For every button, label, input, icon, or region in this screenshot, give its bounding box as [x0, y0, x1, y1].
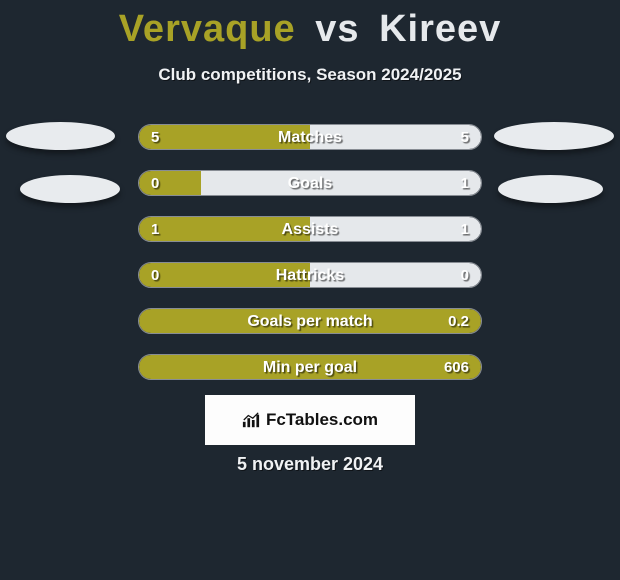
fctables-logo: FcTables.com	[205, 395, 415, 445]
player2-name: Kireev	[379, 8, 501, 50]
stat-fill-left	[139, 309, 481, 333]
stat-fill-right	[310, 217, 481, 241]
player-photo-placeholder	[6, 122, 115, 150]
stat-value-left: 1	[151, 217, 159, 241]
stat-fill-left	[139, 217, 310, 241]
stat-fill-left	[139, 263, 310, 287]
stat-fill-right	[310, 263, 481, 287]
season-subtitle: Club competitions, Season 2024/2025	[0, 65, 620, 85]
logo-text: FcTables.com	[266, 410, 378, 430]
stat-value-left: 0	[151, 171, 159, 195]
stat-row: 11Assists	[138, 216, 482, 242]
stat-row: 00Hattricks	[138, 262, 482, 288]
stat-row: 01Goals	[138, 170, 482, 196]
stat-row: 55Matches	[138, 124, 482, 150]
snapshot-date: 5 november 2024	[0, 454, 620, 475]
bar-chart-icon	[242, 411, 260, 429]
stat-value-right: 5	[461, 125, 469, 149]
player1-name: Vervaque	[119, 8, 296, 50]
stat-fill-left	[139, 125, 310, 149]
stat-fill-right	[201, 171, 481, 195]
stat-value-left: 5	[151, 125, 159, 149]
stats-bars: 55Matches01Goals11Assists00Hattricks0.2G…	[138, 124, 482, 400]
stat-value-right: 0.2	[448, 309, 469, 333]
stat-value-right: 0	[461, 263, 469, 287]
stat-fill-left	[139, 355, 481, 379]
player-photo-placeholder	[498, 175, 603, 203]
vs-separator: vs	[315, 8, 359, 50]
player-photo-placeholder	[494, 122, 614, 150]
comparison-title: Vervaque vs Kireev	[0, 0, 620, 51]
stat-row: 606Min per goal	[138, 354, 482, 380]
stat-value-right: 1	[461, 217, 469, 241]
stat-row: 0.2Goals per match	[138, 308, 482, 334]
stat-value-right: 606	[444, 355, 469, 379]
player-photo-placeholder	[20, 175, 120, 203]
stat-fill-right	[310, 125, 481, 149]
stat-fill-left	[139, 171, 201, 195]
stat-value-right: 1	[461, 171, 469, 195]
stat-value-left: 0	[151, 263, 159, 287]
